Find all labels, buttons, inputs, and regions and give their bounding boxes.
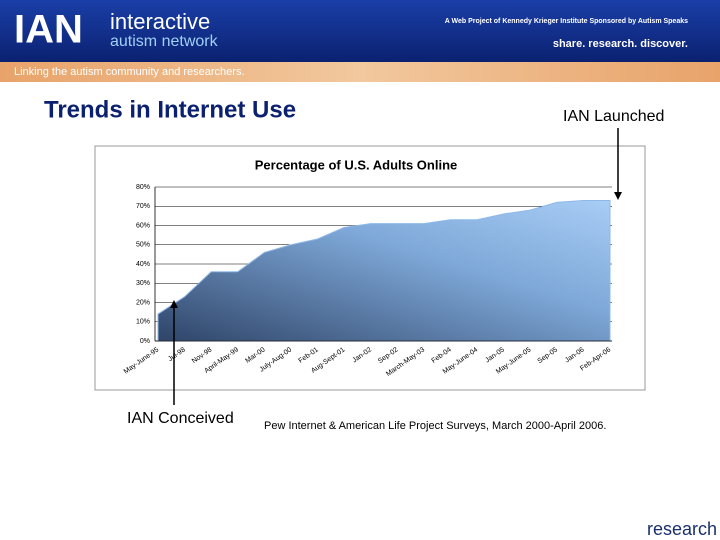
footer: research <box>647 519 717 539</box>
arrowhead <box>170 300 178 308</box>
arrowhead <box>614 192 622 200</box>
chart-title: Percentage of U.S. Adults Online <box>255 157 458 172</box>
source: Pew Internet & American Life Project Sur… <box>264 420 606 432</box>
brand-name: interactive <box>110 9 210 34</box>
sponsor: A Web Project of Kennedy Krieger Institu… <box>445 18 688 25</box>
tagline: Linking the autism community and researc… <box>14 66 245 78</box>
annotation: IAN Launched <box>563 108 664 125</box>
motto: share. research. discover. <box>553 38 688 50</box>
logo: IAN <box>14 8 83 52</box>
slide-title: Trends in Internet Use <box>44 96 296 123</box>
brand-name: autism network <box>110 33 219 50</box>
y-tick-label: 80% <box>136 184 150 191</box>
y-tick-label: 40% <box>136 261 150 268</box>
y-tick-label: 20% <box>136 299 150 306</box>
y-tick-label: 60% <box>136 222 150 229</box>
header-bar <box>0 0 720 62</box>
annotation: IAN Conceived <box>127 410 234 427</box>
y-tick-label: 70% <box>136 203 150 210</box>
y-tick-label: 30% <box>136 280 150 287</box>
area <box>157 199 611 342</box>
y-tick-label: 10% <box>136 319 150 326</box>
y-tick-label: 0% <box>140 338 150 345</box>
tagline-strip <box>0 62 720 82</box>
y-tick-label: 50% <box>136 242 150 249</box>
